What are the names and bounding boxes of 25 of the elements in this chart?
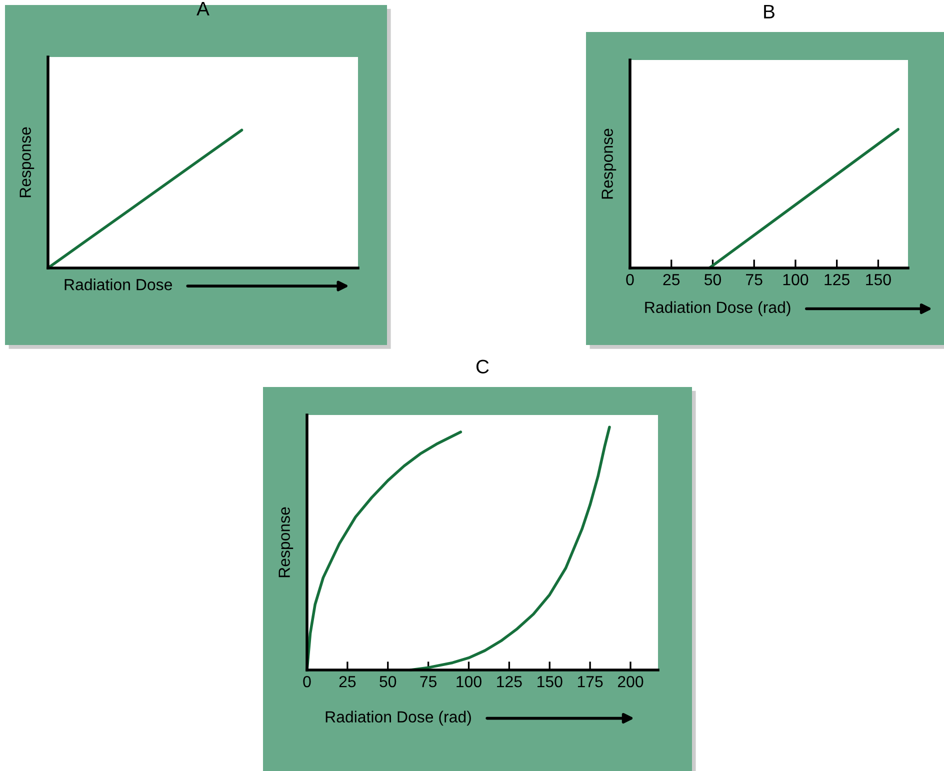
x-axis-title: Radiation Dose (rad) <box>645 301 790 316</box>
x-tick-label: 75 <box>746 274 762 286</box>
x-tick-label: 50 <box>380 676 396 688</box>
x-tick-label: 100 <box>456 676 482 688</box>
chart-title: C <box>476 360 489 374</box>
x-tick-label: 125 <box>824 274 850 286</box>
x-axis-title: Radiation Dose <box>64 278 172 290</box>
y-axis-title: Response <box>20 127 34 198</box>
x-tick-label: 150 <box>866 274 891 286</box>
chart-title: B <box>764 4 774 18</box>
y-axis-title: Response <box>278 507 294 578</box>
x-tick-label: 0 <box>303 676 311 688</box>
x-tick-label: 200 <box>618 676 644 688</box>
x-tick-label: 175 <box>578 676 603 688</box>
x-tick-label: 0 <box>626 274 634 286</box>
x-tick-label: 75 <box>420 676 437 688</box>
x-tick-label: 100 <box>783 274 808 286</box>
x-tick-label: 50 <box>704 274 721 286</box>
x-tick-label: 150 <box>538 676 562 688</box>
y-axis-title: Response <box>602 128 616 199</box>
x-tick-label: 25 <box>339 676 356 688</box>
x-tick-label: 125 <box>497 676 522 688</box>
x-tick-label: 25 <box>663 274 680 286</box>
chart-title: A <box>196 2 210 16</box>
x-axis-title: Radiation Dose (rad) <box>326 710 471 726</box>
